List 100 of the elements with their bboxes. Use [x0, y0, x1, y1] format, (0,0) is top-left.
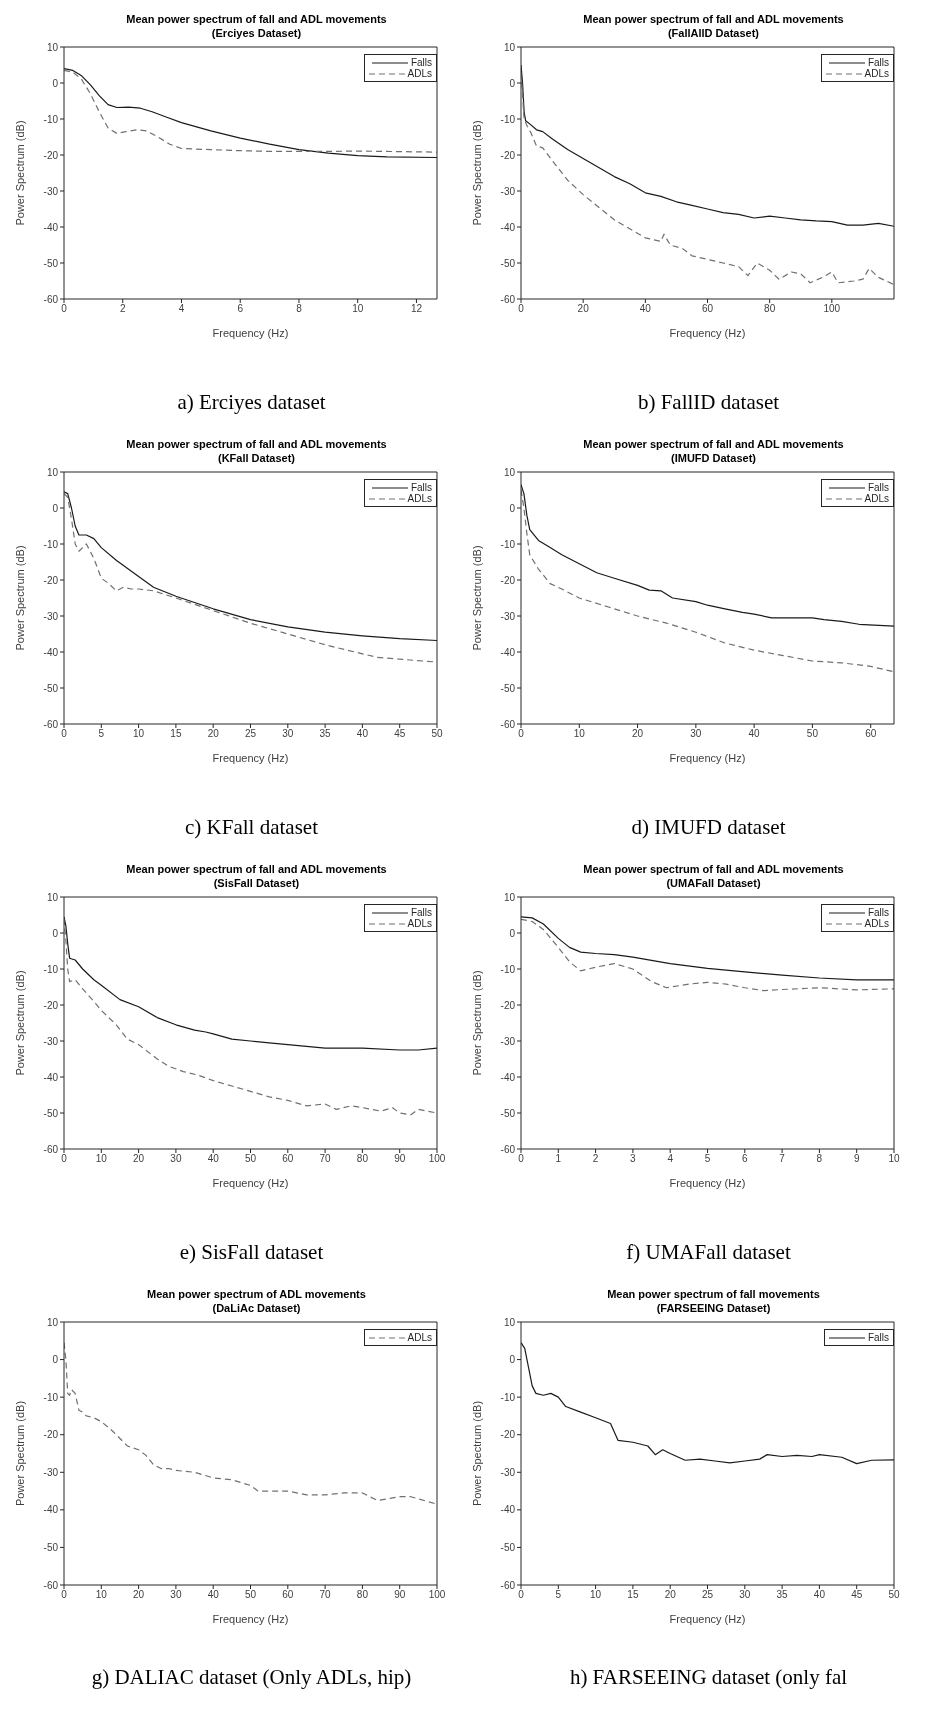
y-tick-label: 10 [503, 891, 516, 903]
chart-title: Mean power spectrum of fall and ADL movements [582, 12, 845, 26]
x-tick-label: 25 [701, 1589, 714, 1601]
chart-subtitle: (Erciyes Dataset) [210, 26, 303, 40]
x-tick-label: 5 [704, 1153, 711, 1165]
x-axis-title: Frequency (Hz) [669, 327, 746, 339]
x-tick-label: 0 [61, 1589, 68, 1601]
x-tick-label: 8 [816, 1153, 823, 1165]
y-tick-label: -20 [500, 999, 516, 1011]
x-tick-label: 80 [764, 303, 776, 315]
y-tick-label: 10 [503, 466, 516, 478]
x-tick-label: 0 [61, 728, 68, 740]
y-axis-title: Power Spectrum (dB) [13, 545, 26, 651]
y-tick-label: 10 [46, 1316, 59, 1328]
y-tick-label: -20 [43, 149, 59, 161]
x-tick-label: 4 [178, 303, 185, 315]
x-tick-label: 3 [630, 1153, 637, 1165]
text: a) Erciyes dataset [176, 390, 327, 415]
x-tick-label: 0 [518, 728, 525, 740]
x-tick-label: 10 [133, 728, 145, 740]
y-tick-label: 10 [46, 41, 59, 53]
legend-label: Falls [867, 57, 889, 68]
y-tick-label: 0 [509, 1354, 516, 1366]
x-tick-label: 12 [410, 303, 423, 315]
x-tick-label: 0 [61, 1153, 68, 1165]
legend-label: ADLs [407, 1332, 432, 1343]
y-tick-label: 0 [509, 502, 516, 514]
y-tick-label: -20 [500, 149, 516, 161]
y-tick-label: 0 [52, 77, 59, 89]
chart-title: Mean power spectrum of fall and ADL movements [125, 862, 388, 876]
text: d) IMUFD dataset [630, 815, 787, 840]
y-tick-label: -40 [43, 1504, 59, 1516]
legend-label: ADLs [864, 918, 889, 929]
y-axis-title: Power Spectrum (dB) [470, 120, 483, 226]
x-axis-title: Frequency (Hz) [669, 1613, 746, 1625]
x-axis-title: Frequency (Hz) [212, 327, 289, 339]
x-tick-label: 70 [319, 1589, 332, 1601]
x-tick-label: 90 [394, 1589, 406, 1601]
x-tick-label: 45 [394, 728, 406, 740]
y-tick-label: -10 [43, 113, 59, 125]
y-tick-label: -10 [500, 1391, 516, 1403]
x-tick-label: 20 [632, 728, 644, 740]
y-axis-title: Power Spectrum (dB) [13, 970, 26, 1076]
y-tick-label: -30 [43, 185, 59, 197]
chart-title: Mean power spectrum of ADL movements [146, 1287, 367, 1301]
x-tick-label: 10 [352, 303, 364, 315]
x-axis-title: Frequency (Hz) [212, 1177, 289, 1189]
x-tick-label: 50 [431, 728, 443, 740]
x-tick-label: 40 [813, 1589, 826, 1601]
y-tick-label: -30 [500, 1035, 516, 1047]
y-tick-label: -50 [500, 1107, 516, 1119]
x-tick-label: 10 [573, 728, 586, 740]
chart-title: Mean power spectrum of fall and ADL movements [125, 12, 388, 26]
y-tick-label: -40 [500, 646, 516, 658]
x-tick-label: 100 [428, 1589, 446, 1601]
y-tick-label: -60 [500, 1579, 516, 1591]
y-axis-title: Power Spectrum (dB) [470, 1400, 483, 1507]
y-tick-label: -60 [500, 718, 516, 730]
y-tick-label: -50 [500, 1541, 516, 1553]
legend-label: Falls [867, 907, 889, 918]
y-tick-label: 0 [509, 927, 516, 939]
y-tick-label: -10 [500, 113, 516, 125]
legend-label: ADLs [407, 68, 432, 79]
x-tick-label: 50 [244, 1153, 257, 1165]
x-tick-label: 4 [667, 1153, 674, 1165]
y-tick-label: -20 [43, 1429, 59, 1441]
y-tick-label: -40 [500, 1504, 516, 1516]
y-tick-label: 10 [46, 466, 59, 478]
y-tick-label: -10 [43, 963, 59, 975]
x-tick-label: 1 [555, 1153, 562, 1165]
chart-subtitle: (SisFall Dataset) [212, 876, 301, 890]
y-tick-label: -30 [43, 610, 59, 622]
x-tick-label: 0 [518, 303, 525, 315]
y-axis-title: Power Spectrum (dB) [13, 1400, 26, 1507]
x-tick-label: 25 [244, 728, 257, 740]
legend-label: Falls [410, 907, 432, 918]
y-tick-label: -50 [43, 257, 59, 269]
x-tick-label: 6 [237, 303, 244, 315]
x-axis-title: Frequency (Hz) [669, 1177, 746, 1189]
x-tick-label: 100 [428, 1153, 446, 1165]
chart-subtitle: (UMAFall Dataset) [665, 876, 762, 890]
x-tick-label: 20 [664, 1589, 677, 1601]
y-tick-label: -40 [43, 221, 59, 233]
y-tick-label: -30 [500, 610, 516, 622]
x-tick-label: 40 [356, 728, 369, 740]
x-tick-label: 2 [119, 303, 126, 315]
legend-label: ADLs [407, 918, 432, 929]
chart-title: Mean power spectrum of fall and ADL movements [582, 862, 845, 876]
y-axis-title: Power Spectrum (dB) [470, 545, 483, 651]
x-tick-label: 100 [823, 303, 841, 315]
y-tick-label: -10 [43, 538, 59, 550]
x-tick-label: 5 [555, 1589, 562, 1601]
y-tick-label: -10 [500, 538, 516, 550]
x-tick-label: 60 [865, 728, 877, 740]
x-tick-label: 40 [639, 303, 652, 315]
text: c) KFall dataset [184, 815, 319, 840]
y-tick-label: -50 [43, 682, 59, 694]
chart-title: Mean power spectrum of fall movements [606, 1287, 821, 1301]
x-tick-label: 80 [356, 1153, 369, 1165]
x-tick-label: 6 [742, 1153, 749, 1165]
